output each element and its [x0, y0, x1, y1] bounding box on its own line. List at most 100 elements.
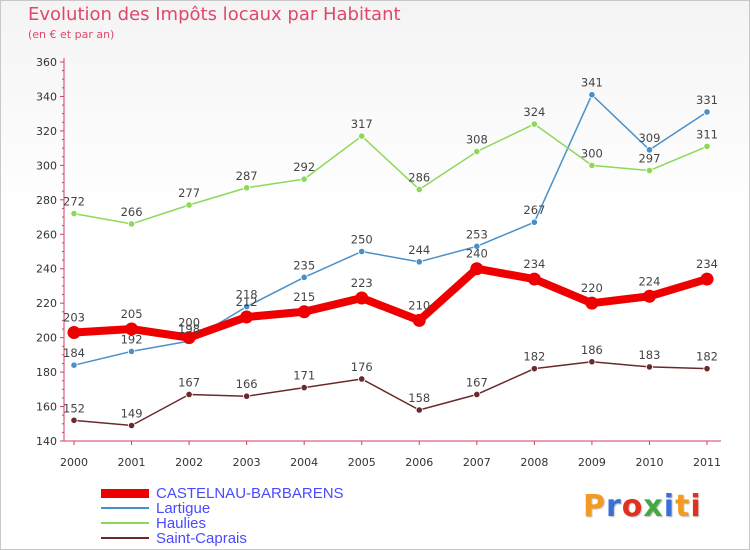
data-point-haulies: [243, 184, 251, 192]
data-point-saint-caprais: [530, 365, 538, 373]
y-tick-label: 220: [36, 297, 57, 310]
data-label-lartigue: 218: [236, 288, 258, 302]
data-point-castelnau-barbarens: [125, 322, 139, 336]
data-point-lartigue: [588, 91, 596, 99]
data-point-lartigue: [473, 242, 481, 250]
x-tick-label: 2007: [463, 456, 491, 469]
y-tick-label: 320: [36, 125, 57, 138]
data-label-castelnau-barbarens: 210: [408, 298, 430, 312]
data-point-saint-caprais: [473, 390, 481, 399]
data-point-haulies: [415, 185, 423, 194]
series-line-saint-caprais: [73, 361, 708, 427]
data-label-lartigue: 250: [351, 233, 373, 247]
data-point-castelnau-barbarens: [470, 262, 484, 276]
data-point-haulies: [645, 166, 654, 175]
x-tick-label: 2003: [233, 456, 261, 469]
data-label-castelnau-barbarens: 234: [696, 257, 718, 271]
data-labels: 184 192 198 218 235 250 244 253 267 341 309 331 272 2…: [63, 76, 718, 421]
data-label-haulies: 277: [178, 186, 200, 200]
data-label-castelnau-barbarens: 224: [638, 274, 660, 288]
data-label-castelnau-barbarens: 205: [121, 307, 143, 321]
y-tick-label: 360: [36, 56, 57, 69]
logo-letter: x: [643, 489, 664, 524]
x-tick-label: 2004: [290, 456, 318, 469]
data-label-haulies: 311: [696, 127, 718, 141]
legend-swatch-saint-caprais: [101, 537, 149, 539]
data-point-saint-caprais: [300, 383, 308, 392]
y-tick-label: 240: [36, 263, 57, 276]
data-point-saint-caprais: [243, 392, 251, 400]
data-label-lartigue: 235: [293, 258, 315, 272]
data-label-saint-caprais: 158: [408, 391, 430, 405]
data-point-castelnau-barbarens: [67, 325, 81, 339]
data-label-castelnau-barbarens: 200: [178, 316, 200, 330]
data-label-haulies: 324: [523, 105, 545, 119]
data-point-saint-caprais: [703, 365, 711, 373]
series-layer: [67, 91, 714, 430]
x-tick-label: 2002: [175, 456, 203, 469]
data-point-haulies: [70, 210, 78, 218]
data-label-haulies: 297: [638, 152, 660, 166]
logo-letter: i: [663, 489, 676, 524]
series-line-lartigue: [73, 93, 708, 366]
legend-item-haulies: Haulies: [101, 514, 207, 532]
data-point-castelnau-barbarens: [240, 310, 254, 324]
data-label-haulies: 292: [293, 160, 315, 174]
y-tick-label: 280: [36, 194, 57, 207]
legend-label-castelnau-barbarens: CASTELNAU-BARBARENS: [156, 484, 344, 502]
data-label-haulies: 317: [351, 117, 373, 131]
data-label-haulies: 287: [236, 169, 258, 183]
data-point-lartigue: [127, 347, 136, 356]
data-label-lartigue: 184: [63, 346, 85, 360]
data-point-saint-caprais: [70, 416, 78, 424]
x-tick-label: 2010: [635, 456, 663, 469]
data-point-castelnau-barbarens: [585, 296, 599, 310]
data-label-haulies: 308: [466, 133, 488, 147]
x-tick-label: 2008: [520, 456, 548, 469]
series-line-haulies: [73, 123, 708, 225]
x-tick-label: 2001: [118, 456, 146, 469]
data-point-lartigue: [358, 247, 366, 256]
data-point-castelnau-barbarens: [297, 305, 311, 319]
legend-swatch-lartigue: [101, 507, 149, 509]
series-line-castelnau-barbarens: [70, 264, 711, 342]
legend-swatch-haulies: [101, 522, 149, 524]
data-point-haulies: [473, 147, 481, 156]
data-point-haulies: [127, 220, 136, 228]
data-point-castelnau-barbarens: [527, 272, 541, 286]
x-tick-label: 2005: [348, 456, 376, 469]
y-tick-label: 140: [36, 435, 57, 448]
data-label-saint-caprais: 182: [523, 350, 545, 364]
data-label-castelnau-barbarens: 212: [236, 295, 258, 309]
data-label-saint-caprais: 171: [293, 369, 315, 383]
data-label-saint-caprais: 167: [466, 375, 488, 389]
data-label-saint-caprais: 182: [696, 350, 718, 364]
data-point-castelnau-barbarens: [355, 291, 369, 305]
data-point-lartigue: [243, 303, 251, 311]
data-label-lartigue: 267: [523, 203, 545, 217]
data-point-castelnau-barbarens: [700, 272, 714, 286]
data-label-saint-caprais: 167: [178, 375, 200, 389]
chart-title: Evolution des Impôts locaux par Habitant: [28, 4, 401, 25]
data-label-saint-caprais: 149: [121, 406, 143, 420]
legend-label-haulies: Haulies: [156, 514, 207, 532]
data-point-lartigue: [703, 108, 711, 116]
data-label-lartigue: 341: [581, 76, 603, 90]
data-label-castelnau-barbarens: 223: [351, 276, 373, 290]
data-label-saint-caprais: 152: [63, 401, 85, 415]
data-point-saint-caprais: [358, 375, 366, 383]
data-point-castelnau-barbarens: [412, 313, 426, 327]
data-label-castelnau-barbarens: 220: [581, 281, 603, 295]
data-point-haulies: [185, 201, 193, 209]
x-tick-label: 2011: [693, 456, 721, 469]
data-point-haulies: [300, 175, 308, 183]
data-label-saint-caprais: 166: [236, 377, 258, 391]
data-label-lartigue: 309: [638, 131, 660, 145]
data-label-lartigue: 331: [696, 93, 718, 107]
logo-letter: i: [690, 489, 702, 524]
data-point-lartigue: [530, 218, 538, 226]
data-label-castelnau-barbarens: 215: [293, 290, 315, 304]
x-tick-label: 2009: [578, 456, 606, 469]
data-point-saint-caprais: [127, 421, 136, 430]
